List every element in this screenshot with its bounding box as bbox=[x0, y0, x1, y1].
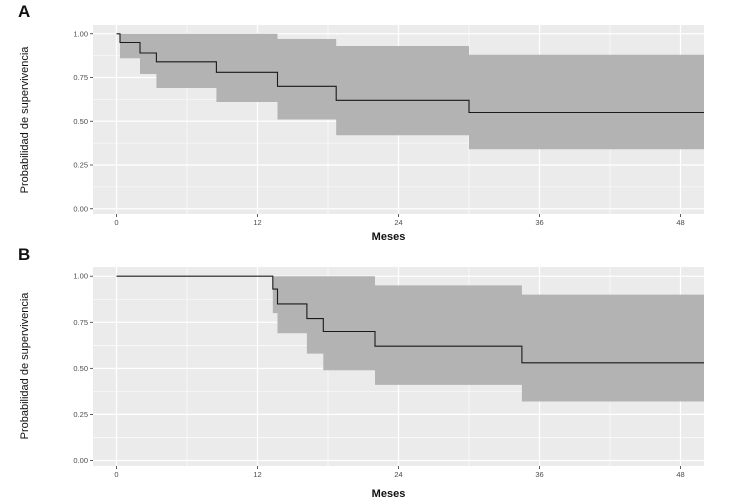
x-tick-label: 48 bbox=[676, 470, 684, 479]
x-axis-title: Meses bbox=[372, 231, 406, 243]
x-tick-label: 36 bbox=[535, 470, 543, 479]
axes: 0 12 24 36 48 0.00 0.25 0.50 0.75 1.00 bbox=[73, 29, 684, 227]
x-tick-label: 48 bbox=[676, 218, 684, 227]
x-tick-label: 0 bbox=[114, 218, 118, 227]
y-tick-label: 0.50 bbox=[73, 117, 88, 126]
panel-label: B bbox=[18, 245, 30, 264]
panel-label: A bbox=[18, 2, 30, 21]
x-tick-label: 24 bbox=[394, 218, 402, 227]
x-tick-label: 12 bbox=[253, 470, 261, 479]
y-tick-label: 0.00 bbox=[73, 456, 88, 465]
x-tick-label: 12 bbox=[253, 218, 261, 227]
survival-curve bbox=[116, 33, 704, 114]
y-axis-title: Probabilidad de supervivencia bbox=[19, 46, 31, 194]
y-tick-label: 0.50 bbox=[73, 364, 88, 373]
y-tick-label: 0.75 bbox=[73, 73, 88, 82]
y-tick-label: 0.00 bbox=[73, 204, 88, 213]
survival-panel-a: 0 12 24 36 48 0.00 0.25 0.50 0.75 1.00 A Meses Proba… bbox=[18, 2, 704, 243]
confidence-band bbox=[116, 33, 704, 150]
axes: 0 12 24 36 48 0.00 0.25 0.50 0.75 1.00 bbox=[73, 272, 684, 479]
confidence-band bbox=[116, 276, 704, 402]
y-tick-label: 0.25 bbox=[73, 161, 88, 170]
survival-panel-b: 0 12 24 36 48 0.00 0.25 0.50 0.75 1.00 B Meses Proba… bbox=[18, 245, 704, 500]
x-tick-label: 0 bbox=[114, 470, 118, 479]
x-tick-label: 36 bbox=[535, 218, 543, 227]
y-tick-label: 0.75 bbox=[73, 318, 88, 327]
y-tick-label: 1.00 bbox=[73, 272, 88, 281]
survival-curve bbox=[116, 275, 704, 364]
y-axis-title: Probabilidad de supervivencia bbox=[19, 292, 31, 440]
x-tick-label: 24 bbox=[394, 470, 402, 479]
y-tick-label: 1.00 bbox=[73, 29, 88, 38]
x-axis-title: Meses bbox=[372, 488, 406, 500]
y-tick-label: 0.25 bbox=[73, 410, 88, 419]
